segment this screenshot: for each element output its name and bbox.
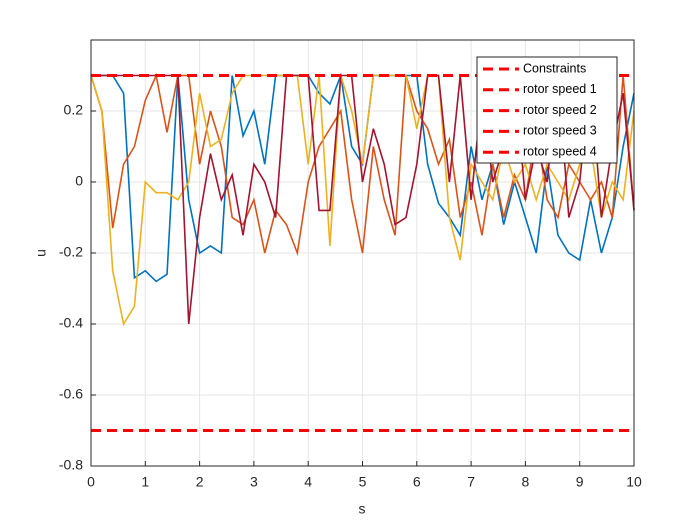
legend-label: rotor speed 4 [523,144,597,158]
x-tick-label: 2 [196,474,204,490]
y-axis-label: u [33,249,49,257]
legend-label: Constraints [523,61,586,75]
legend-label: rotor speed 1 [523,82,597,96]
y-tick-label: -0.8 [59,457,83,473]
series-line [90,74,635,327]
ticks: 0 1 2 3 4 5 6 7 8 9 10 -0.8 -0.6 -0.4 -0.2 0 0.2 [59,102,642,490]
x-tick-label: 6 [413,474,421,490]
series-line [91,74,635,325]
x-tick-label: 5 [359,474,367,490]
y-tick-label: 0 [75,173,83,189]
legend-label: rotor speed 3 [523,124,597,138]
y-tick-label: -0.4 [59,315,83,331]
x-tick-label: 4 [304,474,312,490]
x-tick-label: 9 [576,474,584,490]
legend-label: rotor speed 2 [523,103,597,117]
x-tick-label: 8 [522,474,530,490]
y-tick-label: -0.6 [59,386,83,402]
x-tick-label: 7 [467,474,475,490]
y-tick-label: 0.2 [64,102,84,118]
y-tick-label: -0.2 [59,244,83,260]
legend: Constraints rotor speed 1 rotor speed 2 rot… [476,56,618,164]
x-axis-label: s [359,501,366,517]
x-tick-label: 10 [626,474,642,490]
x-tick-label: 3 [250,474,258,490]
x-tick-label: 0 [87,474,95,490]
x-tick-label: 1 [141,474,149,490]
